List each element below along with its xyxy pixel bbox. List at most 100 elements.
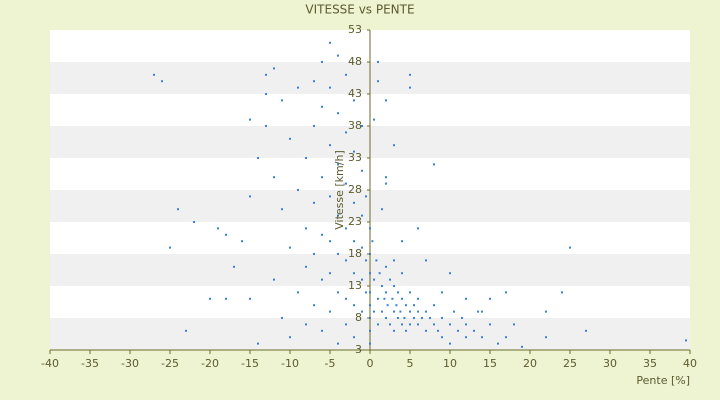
point bbox=[393, 259, 395, 262]
point bbox=[337, 291, 339, 294]
point bbox=[397, 291, 399, 294]
point bbox=[381, 208, 383, 211]
point bbox=[249, 118, 251, 121]
point bbox=[153, 73, 155, 76]
point bbox=[397, 317, 399, 319]
x-tick-label: 10 bbox=[443, 357, 457, 370]
point bbox=[441, 317, 443, 319]
point bbox=[417, 310, 419, 313]
point bbox=[401, 272, 403, 275]
point bbox=[505, 291, 507, 294]
point bbox=[453, 310, 455, 313]
point bbox=[465, 297, 467, 300]
x-tick-label: -5 bbox=[325, 357, 336, 370]
point bbox=[437, 329, 439, 332]
point bbox=[401, 240, 403, 243]
point bbox=[369, 272, 371, 275]
point bbox=[377, 297, 379, 300]
point bbox=[177, 208, 179, 211]
point bbox=[369, 227, 371, 230]
point bbox=[449, 323, 451, 326]
point bbox=[345, 182, 347, 185]
point bbox=[353, 201, 355, 204]
x-tick-label: 15 bbox=[483, 357, 497, 370]
point bbox=[353, 240, 355, 243]
point bbox=[441, 291, 443, 294]
point bbox=[373, 310, 375, 313]
point bbox=[265, 73, 267, 76]
point bbox=[345, 131, 347, 134]
point bbox=[383, 297, 386, 300]
point bbox=[521, 345, 523, 348]
point bbox=[273, 176, 275, 179]
point bbox=[353, 150, 355, 153]
point bbox=[329, 272, 331, 275]
point bbox=[405, 304, 407, 307]
point bbox=[321, 105, 323, 108]
y-tick-label: 8 bbox=[355, 311, 362, 324]
point bbox=[393, 310, 395, 313]
point bbox=[361, 246, 363, 249]
x-tick-label: 25 bbox=[563, 357, 577, 370]
y-tick-label: 3 bbox=[355, 343, 362, 356]
point bbox=[353, 272, 355, 275]
point bbox=[585, 329, 587, 332]
point bbox=[569, 246, 571, 249]
point bbox=[389, 323, 391, 326]
point bbox=[329, 41, 331, 44]
chart-title: VITESSE vs PENTE bbox=[305, 3, 414, 17]
point bbox=[395, 304, 398, 307]
point bbox=[373, 278, 375, 281]
point bbox=[461, 317, 463, 319]
point bbox=[305, 157, 307, 159]
point bbox=[361, 278, 363, 281]
point bbox=[265, 93, 267, 95]
point bbox=[337, 214, 339, 217]
point bbox=[329, 86, 331, 89]
point bbox=[433, 163, 435, 166]
point bbox=[321, 329, 323, 332]
point bbox=[297, 291, 299, 294]
point bbox=[361, 169, 363, 172]
point bbox=[169, 246, 171, 249]
y-tick-label: 48 bbox=[348, 55, 362, 68]
y-tick-label: 23 bbox=[348, 215, 362, 228]
y-tick-label: 13 bbox=[348, 279, 362, 292]
point bbox=[353, 99, 355, 102]
x-axis-title: Pente [%] bbox=[636, 374, 690, 387]
point bbox=[305, 265, 307, 268]
point bbox=[337, 54, 339, 57]
x-tick-label: -10 bbox=[281, 357, 299, 370]
point bbox=[457, 329, 459, 332]
point bbox=[405, 329, 407, 332]
point bbox=[345, 323, 347, 326]
point bbox=[345, 227, 347, 230]
point bbox=[257, 157, 259, 159]
point bbox=[217, 227, 219, 230]
point bbox=[345, 73, 347, 76]
point bbox=[385, 291, 387, 294]
point bbox=[385, 265, 387, 268]
point bbox=[265, 125, 267, 127]
point bbox=[369, 329, 371, 332]
point bbox=[257, 342, 259, 345]
point bbox=[209, 297, 211, 300]
point bbox=[313, 80, 315, 83]
point bbox=[385, 176, 387, 179]
point bbox=[353, 336, 355, 339]
point bbox=[185, 329, 187, 332]
point bbox=[329, 240, 331, 243]
point bbox=[377, 61, 379, 63]
point bbox=[365, 195, 367, 198]
point bbox=[481, 310, 483, 313]
point bbox=[249, 195, 251, 198]
point bbox=[361, 310, 363, 313]
point bbox=[513, 323, 515, 326]
point bbox=[369, 304, 371, 307]
point bbox=[409, 291, 411, 294]
point bbox=[297, 86, 299, 89]
point bbox=[481, 336, 483, 339]
point bbox=[249, 297, 251, 300]
point bbox=[321, 176, 323, 179]
